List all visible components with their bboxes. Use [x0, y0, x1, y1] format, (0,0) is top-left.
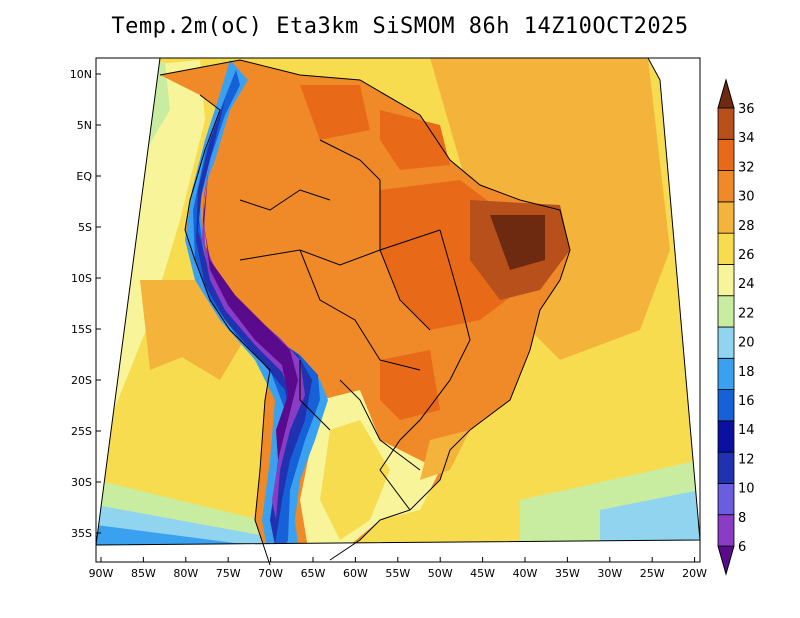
- lon-label: 20W: [682, 567, 707, 580]
- colorbar-max-triangle: [717, 78, 735, 109]
- colorbar-label: 12: [738, 452, 755, 467]
- colorbar-cell: [717, 232, 735, 265]
- colorbar: 6 8 10 12 14 16 18 20 22 24 26 28 30 32 34 36: [717, 78, 755, 576]
- colorbar-cell: [717, 326, 735, 359]
- colorbar-cell: [717, 170, 735, 203]
- longitude-axis: 90W 85W 80W 75W 70W 65W 60W 55W 50W 45W 40W 35W 30W 2…: [89, 557, 707, 580]
- lat-label: 35S: [71, 527, 92, 540]
- colorbar-cell: [717, 107, 735, 140]
- lat-label: 25S: [71, 425, 92, 438]
- lon-label: 25W: [640, 567, 665, 580]
- lon-label: 45W: [470, 567, 495, 580]
- lon-label: 75W: [216, 567, 241, 580]
- lat-label: EQ: [76, 170, 92, 183]
- lon-label: 35W: [555, 567, 580, 580]
- lat-label: 20S: [71, 374, 92, 387]
- lon-label: 40W: [513, 567, 538, 580]
- colorbar-label: 22: [738, 306, 755, 321]
- colorbar-cell: [717, 295, 735, 328]
- map-title: Temp.2m(oC) Eta3km SiSMOM 86h 14Z10OCT20…: [111, 14, 689, 39]
- latitude-axis: 10N 5N EQ 5S 10S 15S 20S 25S 30S 35S: [70, 68, 101, 540]
- lat-label: 15S: [71, 323, 92, 336]
- lon-label: 80W: [173, 567, 198, 580]
- colorbar-min-triangle: [717, 545, 735, 576]
- colorbar-label: 28: [738, 219, 755, 234]
- lon-label: 70W: [258, 567, 283, 580]
- lon-label: 85W: [131, 567, 156, 580]
- colorbar-label: 14: [738, 423, 755, 438]
- lat-label: 30S: [71, 476, 92, 489]
- lat-label: 5S: [78, 221, 92, 234]
- colorbar-label: 36: [738, 102, 755, 117]
- colorbar-cell: [717, 451, 735, 484]
- colorbar-label: 34: [738, 131, 755, 146]
- lon-label: 50W: [428, 567, 453, 580]
- colorbar-cell: [717, 264, 735, 297]
- country-borders: [159, 59, 571, 566]
- colorbar-label: 20: [738, 336, 755, 351]
- lon-label: 90W: [89, 567, 114, 580]
- lon-label: 30W: [597, 567, 622, 580]
- colorbar-label: 32: [738, 160, 755, 175]
- lon-label: 65W: [301, 567, 326, 580]
- colorbar-cell: [717, 389, 735, 422]
- colorbar-cell: [717, 483, 735, 516]
- colorbar-label: 8: [738, 511, 746, 526]
- lat-label: 5N: [77, 119, 92, 132]
- colorbar-label: 26: [738, 248, 755, 263]
- colorbar-cell: [717, 201, 735, 234]
- colorbar-cell: [717, 420, 735, 453]
- colorbar-label: 18: [738, 365, 755, 380]
- lat-label: 10S: [71, 272, 92, 285]
- temperature-field: [96, 58, 700, 545]
- lon-label: 60W: [343, 567, 368, 580]
- colorbar-label: 16: [738, 394, 755, 409]
- colorbar-label: 6: [738, 540, 746, 555]
- colorbar-cell: [717, 138, 735, 171]
- colorbar-cell: [717, 357, 735, 390]
- colorbar-cell: [717, 514, 735, 547]
- colorbar-label: 24: [738, 277, 755, 292]
- lon-label: 55W: [385, 567, 410, 580]
- colorbar-label: 10: [738, 482, 755, 497]
- colorbar-label: 30: [738, 190, 755, 205]
- lat-label: 10N: [70, 68, 92, 81]
